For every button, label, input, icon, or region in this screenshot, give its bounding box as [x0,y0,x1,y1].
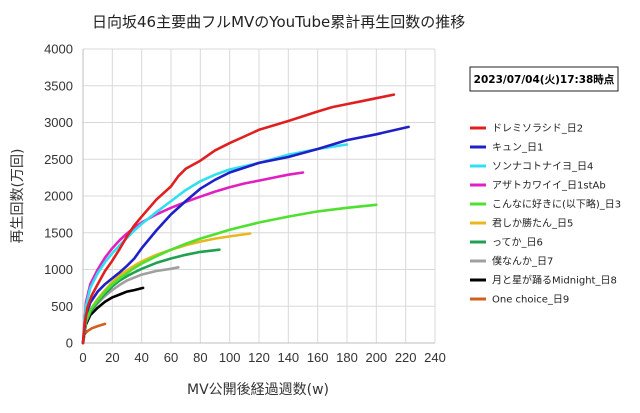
legend: ドレミソラシド_日2 キュン_日1 ソンナコトナイヨ_日4 アザトカワイイ_日1stA… [470,123,621,306]
series-lines [81,93,410,345]
series-line-1 [81,93,396,345]
x-tick-label: 140 [277,350,299,365]
legend-label: 月と星が踊るMidnight_日8 [492,274,617,287]
x-tick-label: 20 [105,350,119,365]
x-tick-label: 200 [365,350,387,365]
legend-label: キュン_日1 [492,143,543,154]
x-axis-title: MV公開後経過週数(w) [187,382,329,398]
x-tick-label: 0 [79,350,86,365]
grid-lines [83,48,436,343]
axes [82,49,435,344]
y-tick-label: 2000 [44,189,73,204]
x-tick-label: 120 [248,350,270,365]
legend-label: 僕なんか_日7 [492,255,553,268]
y-tick-label: 0 [66,336,73,351]
legend-label: アザトカワイイ_日1stAb [492,180,606,192]
legend-label: ドレミソラシド_日2 [492,123,583,135]
x-tick-label: 40 [134,350,148,365]
series-line-5 [81,203,378,345]
series-line-8 [81,266,180,345]
y-tick-label: 2500 [44,152,73,167]
legend-label: ってか_日6 [492,237,543,249]
x-tick-label: 80 [193,350,207,365]
x-tick-label: 100 [219,350,241,365]
chart-title: 日向坂46主要曲フルMVのYouTube累計再生回数の推移 [92,13,465,31]
x-tick-label: 240 [424,350,446,365]
x-tick-label: 160 [307,350,329,365]
series-line-2 [81,125,410,345]
y-tick-label: 1500 [44,225,73,240]
x-tick-label: 180 [336,350,358,365]
legend-label: こんなに好きに(以下略)_日3 [492,198,621,211]
legend-label: 君しか勝たん_日5 [492,217,573,230]
y-tick-label: 3000 [44,115,73,130]
series-line-4 [81,171,305,345]
y-tick-label: 500 [51,299,73,314]
timestamp-box [469,66,619,92]
legend-label: ソンナコトナイヨ_日4 [492,161,593,173]
timestamp-label: 2023/07/04(火)17:38時点 [474,73,615,86]
tick-labels: 0 20 40 60 80 100 120 140 160 180 200 220 240 0 500 100… [44,42,446,366]
y-tick-label: 3500 [44,78,73,93]
x-tick-label: 220 [395,350,417,365]
x-tick-label: 60 [164,350,178,365]
y-tick-label: 1000 [44,262,73,277]
legend-label: One choice_日9 [492,295,569,306]
y-tick-label: 4000 [44,42,73,57]
y-axis-title: 再生回数(万回) [10,149,26,244]
